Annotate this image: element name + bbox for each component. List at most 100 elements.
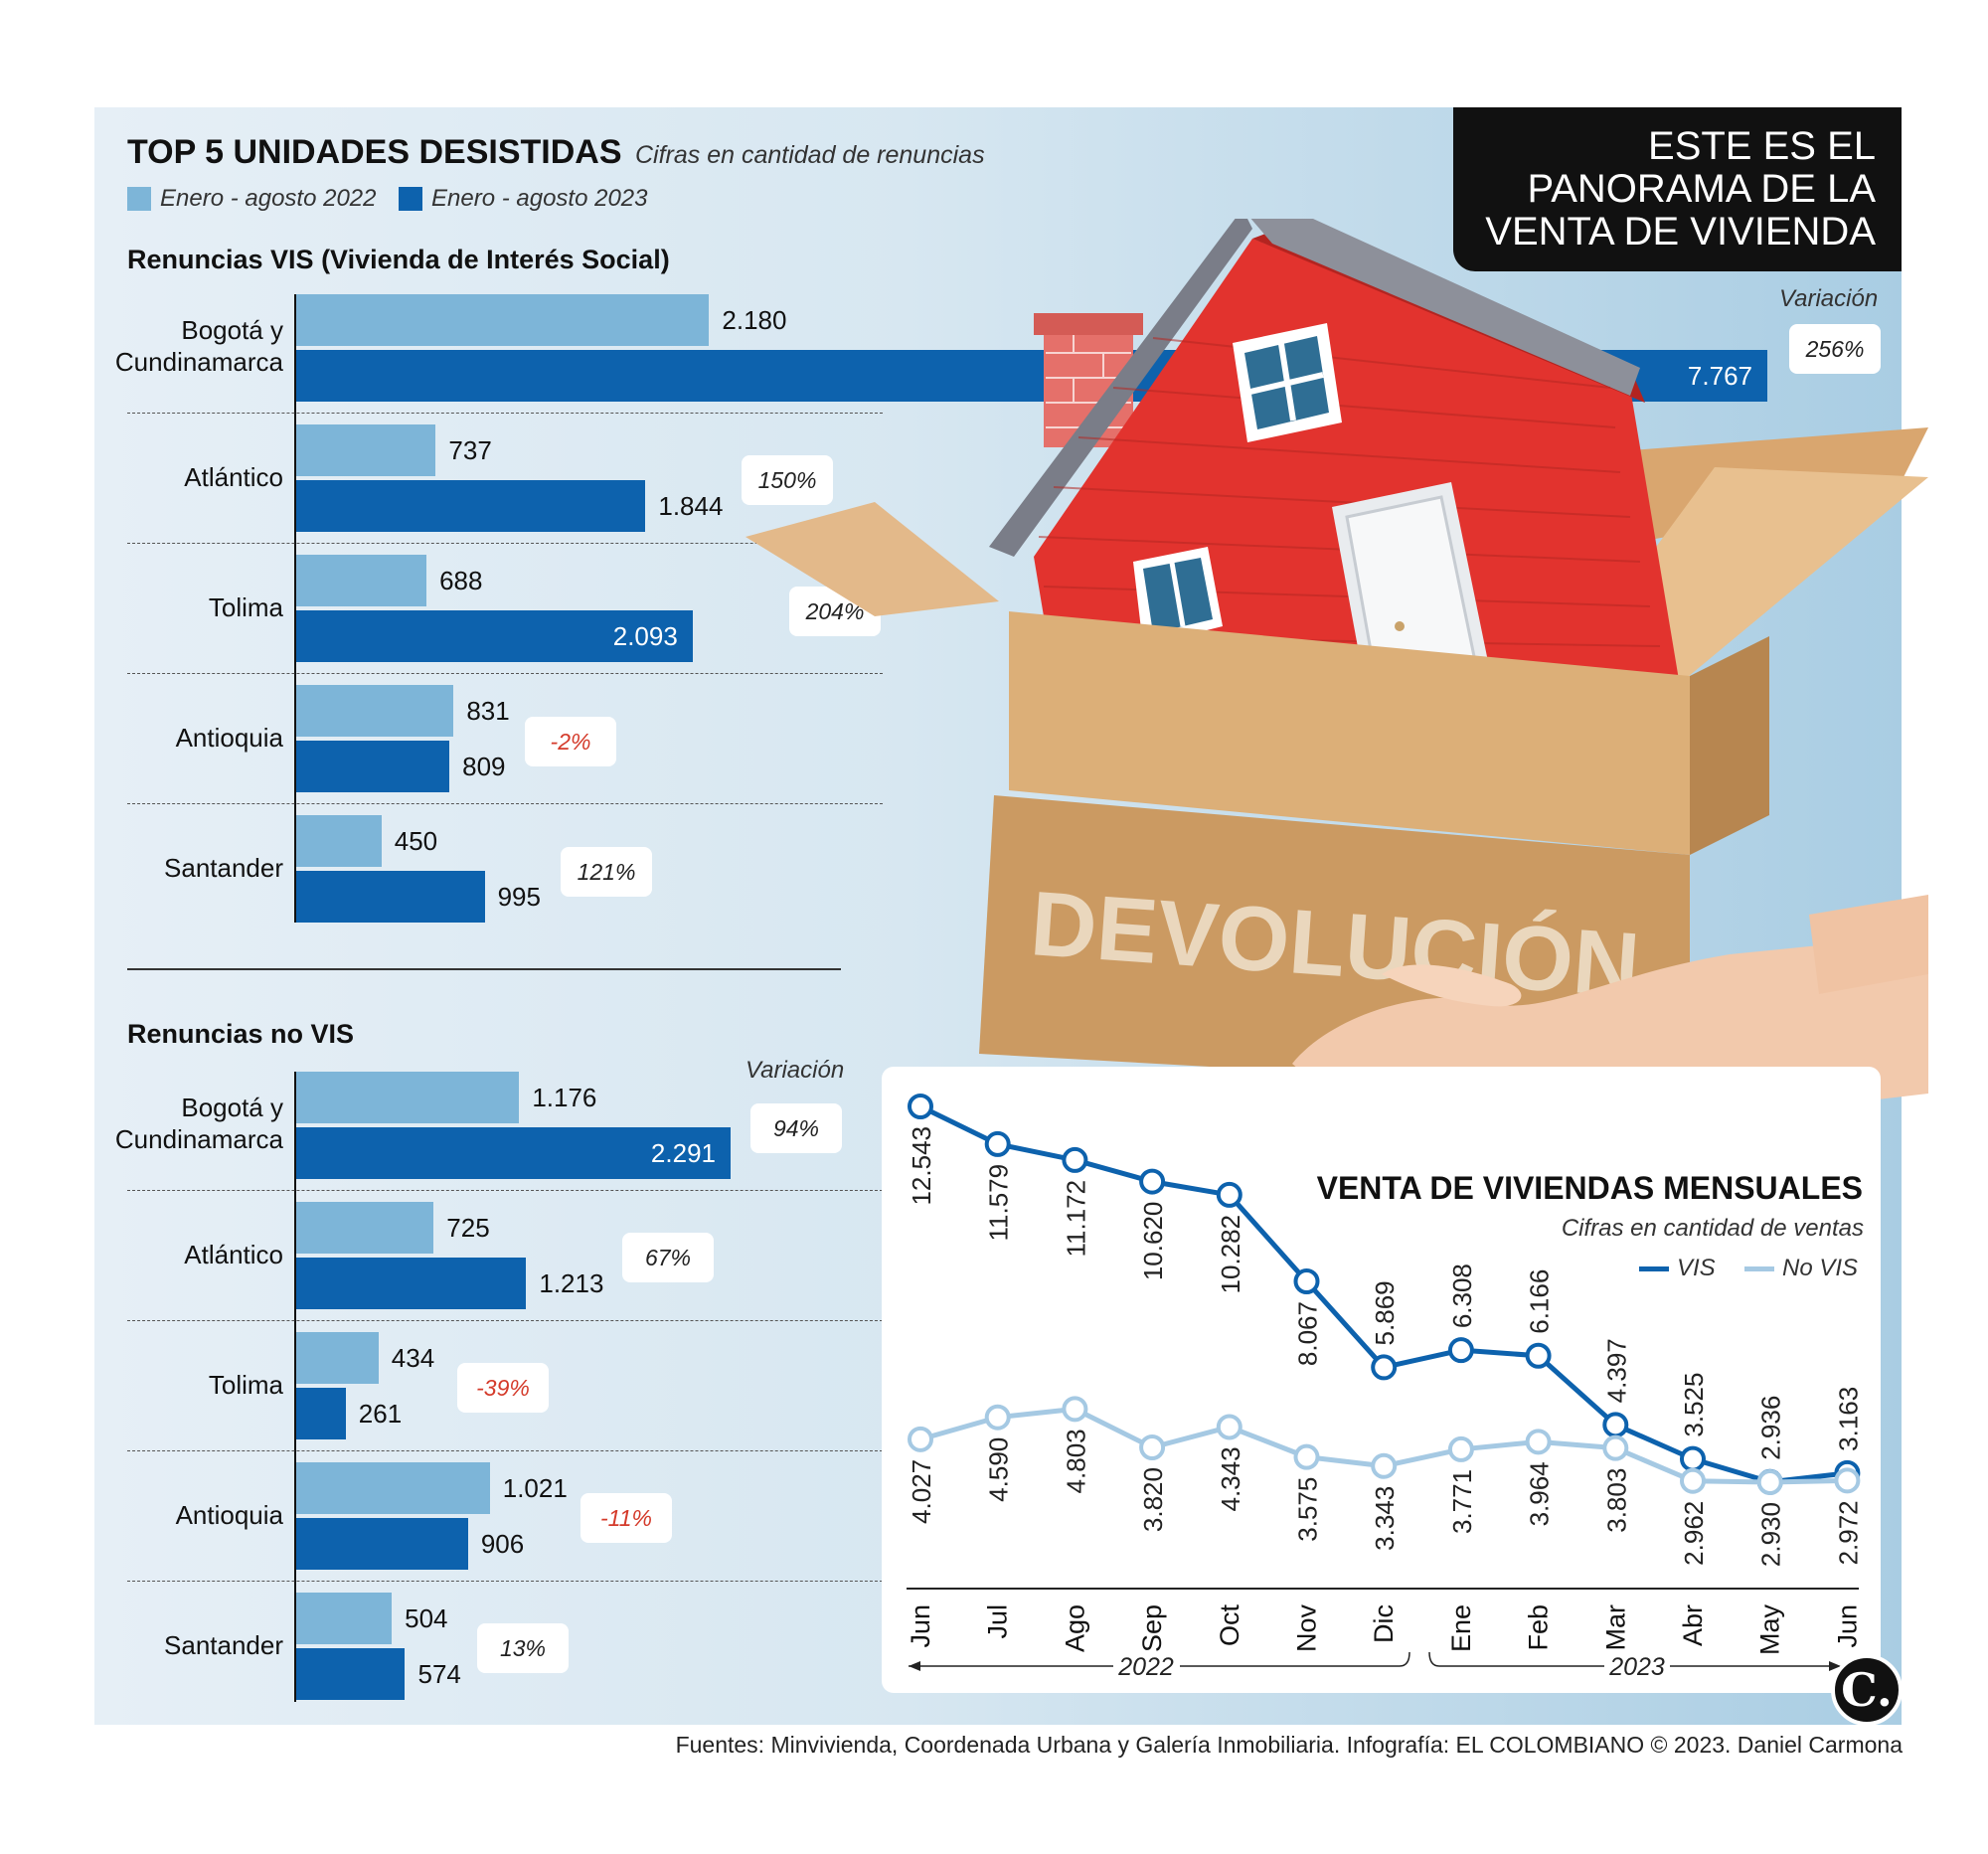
value-2023: 809 [462, 752, 506, 781]
legend-novis-line [1744, 1265, 1774, 1271]
month-label: Abr [1678, 1604, 1708, 1646]
box-top-front [1009, 611, 1690, 855]
row-separator [127, 543, 883, 544]
novis-value-label: 3.575 [1293, 1477, 1323, 1542]
value-2023: 906 [480, 1529, 525, 1559]
bar-axis [294, 294, 296, 923]
variation-badge: 256% [1789, 324, 1881, 374]
variation-badge: 150% [742, 455, 833, 505]
novis-point [908, 1426, 933, 1452]
variation-badge: -2% [525, 717, 616, 766]
vis-value-label: 12.543 [907, 1126, 936, 1206]
month-label: May [1755, 1604, 1785, 1656]
row-separator [127, 413, 883, 414]
novis-section-title: Renuncias no VIS [127, 1019, 355, 1049]
vis-point [1139, 1168, 1166, 1195]
region-label: Atlántico [184, 1240, 283, 1269]
novis-value-label: 2.962 [1679, 1501, 1709, 1566]
box-side [1690, 636, 1769, 855]
value-2022: 434 [391, 1343, 435, 1373]
vis-value-label: 10.620 [1138, 1202, 1168, 1281]
vis-point [1525, 1342, 1552, 1369]
region-label: Atlántico [184, 462, 283, 492]
value-2022: 504 [405, 1603, 448, 1633]
region-label: Bogotá y Cundinamarca [114, 315, 283, 377]
chart-subtitle: Cifras en cantidad de renuncias [634, 141, 985, 169]
month-label: Nov [1292, 1604, 1322, 1653]
line-chart-title: VENTA DE VIVIENDAS MENSUALES [1316, 1170, 1863, 1206]
novis-value-label: 4.343 [1216, 1446, 1245, 1511]
bracket-curve-2023 [1428, 1651, 1440, 1667]
value-2023: 7.767 [1687, 361, 1752, 391]
novis-point [1834, 1467, 1861, 1494]
bar-2022 [296, 815, 382, 867]
hand-top [1809, 895, 1928, 994]
year-label-2022: 2022 [1117, 1653, 1174, 1681]
novis-value-label: 2.930 [1756, 1502, 1786, 1567]
row-separator [127, 1450, 883, 1451]
el-colombiano-logo: C. [1831, 1654, 1903, 1726]
section-divider [127, 968, 841, 970]
chart-title-text: TOP 5 UNIDADES DESISTIDAS [127, 133, 622, 171]
month-label: Dic [1369, 1604, 1399, 1643]
month-label: Ene [1446, 1604, 1476, 1652]
vis-value-label: 11.172 [1061, 1180, 1090, 1258]
bar-2023 [296, 1518, 468, 1570]
variation-badge: 94% [750, 1103, 842, 1153]
box-left-flap [746, 502, 999, 616]
vis-value-label: 4.397 [1601, 1338, 1631, 1403]
region-label: Santander [164, 853, 283, 883]
vis-point [1680, 1445, 1706, 1472]
novis-value-label: 3.343 [1370, 1486, 1400, 1551]
row-separator [127, 673, 883, 674]
vis-point [1293, 1268, 1320, 1295]
novis-value-label: 3.964 [1525, 1461, 1555, 1526]
variation-badge: -39% [457, 1363, 549, 1413]
bar-2022 [296, 1202, 434, 1254]
value-2022: 831 [466, 696, 510, 726]
chimney-cap [1034, 313, 1143, 335]
legend-swatch-light [127, 187, 151, 211]
bar-2023 [296, 610, 693, 662]
region-label: Antioquia [175, 1500, 283, 1530]
bar-2022 [296, 555, 427, 606]
region-label: Bogotá y Cundinamarca [114, 1093, 283, 1154]
novis-point [984, 1404, 1011, 1431]
legend-swatch-dark [399, 187, 422, 211]
novis-point [1062, 1396, 1088, 1423]
novis-point [1447, 1435, 1474, 1462]
value-2023: 2.093 [612, 621, 678, 651]
novis-point [1139, 1434, 1166, 1461]
region-label: Tolima [208, 592, 283, 622]
vis-point [984, 1130, 1011, 1157]
value-2023: 1.844 [658, 491, 724, 521]
value-2023: 1.213 [539, 1268, 604, 1298]
bar-2022 [296, 1332, 379, 1384]
novis-value-label: 3.803 [1601, 1468, 1631, 1533]
legend-item-2023: Enero - agosto 2023 [399, 185, 648, 213]
headline-box: ESTE ES EL PANORAMA DE LA VENTA DE VIVIE… [1453, 107, 1902, 271]
vis-value-label: 3.525 [1679, 1373, 1709, 1437]
month-label: Ago [1060, 1604, 1089, 1652]
month-label: Jul [983, 1604, 1013, 1639]
region-label: Tolima [208, 1370, 283, 1400]
year-label-2023: 2023 [1608, 1653, 1665, 1681]
bar-2022 [296, 424, 436, 476]
variation-badge: -11% [580, 1493, 672, 1543]
vis-value-label: 3.163 [1833, 1387, 1863, 1451]
headline-line-2: PANORAMA DE LA [1527, 167, 1876, 211]
value-2023: 261 [358, 1399, 403, 1429]
variation-badge: 121% [561, 847, 652, 897]
value-2022: 450 [394, 826, 438, 856]
novis-value-label: 3.771 [1447, 1469, 1477, 1534]
value-2022: 1.176 [532, 1083, 597, 1112]
vis-point [1062, 1146, 1088, 1173]
headline-line-3: VENTA DE VIVIENDA [1485, 210, 1876, 253]
variation-badge: 13% [477, 1623, 569, 1673]
arrow-right [1829, 1661, 1841, 1671]
novis-value-label: 4.027 [907, 1459, 936, 1524]
vis-point [908, 1094, 933, 1119]
legend-label-2023: Enero - agosto 2023 [431, 185, 648, 212]
bar-2022 [296, 294, 710, 346]
